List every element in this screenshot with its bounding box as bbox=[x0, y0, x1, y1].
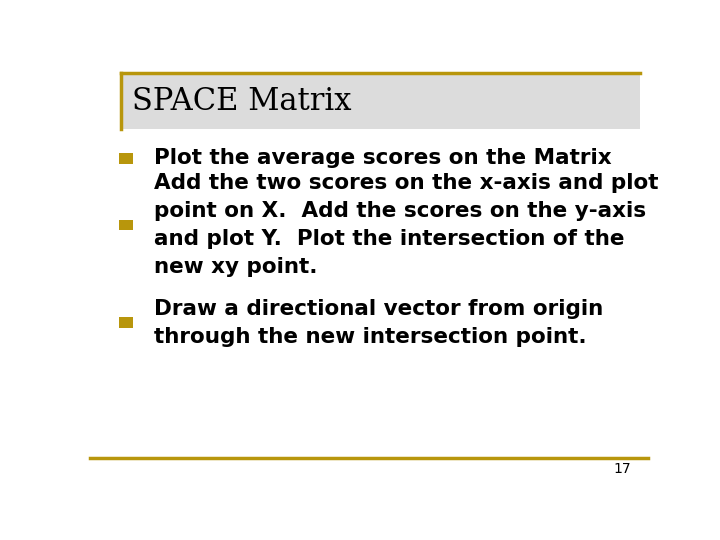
FancyBboxPatch shape bbox=[121, 73, 639, 129]
Text: Add the two scores on the x-axis and plot
point on X.  Add the scores on the y-a: Add the two scores on the x-axis and plo… bbox=[154, 173, 659, 277]
Text: Plot the average scores on the Matrix: Plot the average scores on the Matrix bbox=[154, 148, 612, 168]
FancyBboxPatch shape bbox=[120, 153, 133, 164]
Text: 17: 17 bbox=[613, 462, 631, 476]
FancyBboxPatch shape bbox=[120, 318, 133, 328]
FancyBboxPatch shape bbox=[120, 220, 133, 230]
Text: Draw a directional vector from origin
through the new intersection point.: Draw a directional vector from origin th… bbox=[154, 299, 603, 347]
Text: SPACE Matrix: SPACE Matrix bbox=[132, 86, 351, 117]
